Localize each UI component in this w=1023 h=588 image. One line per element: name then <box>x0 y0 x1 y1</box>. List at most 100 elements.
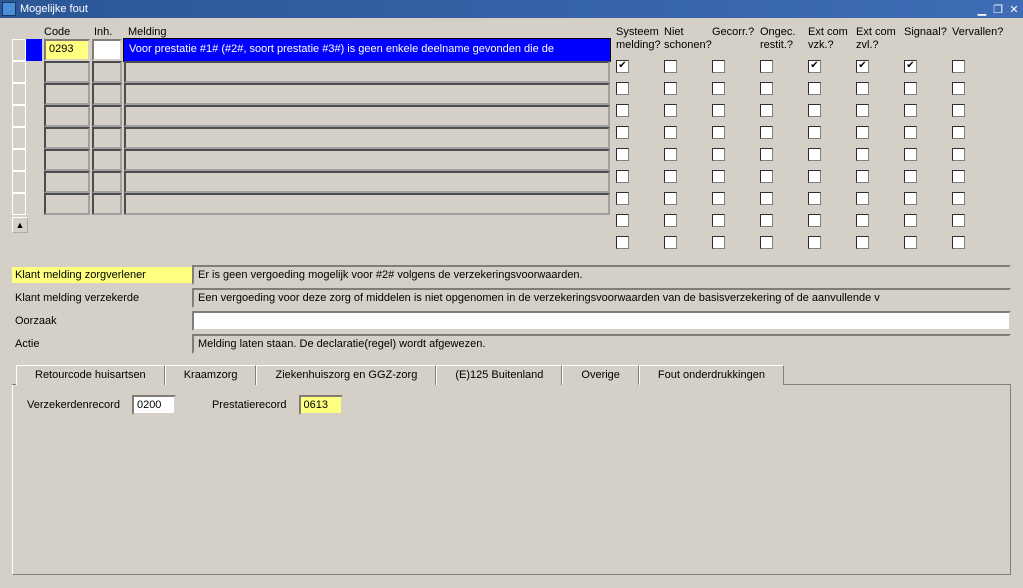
cell-melding[interactable]: Voor prestatie #1# (#2#, soort prestatie… <box>124 39 610 61</box>
table-row[interactable] <box>12 149 612 171</box>
close-icon[interactable]: ✕ <box>1007 2 1021 16</box>
tab-retourcode-huisartsen[interactable]: Retourcode huisartsen <box>16 365 165 385</box>
cell-code[interactable] <box>44 149 90 171</box>
cell-code[interactable] <box>44 171 90 193</box>
cell-inh[interactable] <box>92 171 122 193</box>
flag-checkbox[interactable] <box>664 126 677 139</box>
table-row[interactable]: 0293 Voor prestatie #1# (#2#, soort prest… <box>12 39 612 61</box>
minimize-icon[interactable]: ▁ <box>975 2 989 16</box>
cell-melding[interactable] <box>124 171 610 193</box>
table-row[interactable] <box>12 127 612 149</box>
table-row[interactable] <box>12 193 612 215</box>
flag-checkbox[interactable] <box>904 236 917 249</box>
table-row[interactable] <box>12 171 612 193</box>
flag-checkbox[interactable] <box>760 214 773 227</box>
row-handle[interactable] <box>12 105 26 127</box>
row-handle[interactable] <box>12 61 26 83</box>
flag-checkbox[interactable] <box>808 236 821 249</box>
row-handle[interactable] <box>12 83 26 105</box>
flag-checkbox[interactable] <box>904 214 917 227</box>
cell-code[interactable] <box>44 61 90 83</box>
field-oorzaak[interactable] <box>192 311 1011 331</box>
flag-checkbox[interactable] <box>760 104 773 117</box>
flag-checkbox[interactable] <box>664 236 677 249</box>
flag-checkbox[interactable] <box>760 82 773 95</box>
cell-code[interactable] <box>44 193 90 215</box>
flag-checkbox[interactable] <box>904 192 917 205</box>
cell-melding[interactable] <box>124 127 610 149</box>
flag-checkbox[interactable] <box>664 82 677 95</box>
flag-checkbox[interactable] <box>760 148 773 161</box>
flag-checkbox[interactable] <box>760 192 773 205</box>
flag-checkbox[interactable] <box>712 236 725 249</box>
flag-checkbox[interactable] <box>616 126 629 139</box>
tab-overige[interactable]: Overige <box>562 365 639 385</box>
cell-melding[interactable] <box>124 149 610 171</box>
flag-checkbox[interactable] <box>952 214 965 227</box>
restore-icon[interactable]: ❐ <box>991 2 1005 16</box>
flag-checkbox[interactable] <box>712 192 725 205</box>
cell-inh[interactable] <box>92 61 122 83</box>
flag-checkbox[interactable] <box>856 170 869 183</box>
flag-checkbox[interactable] <box>760 170 773 183</box>
flag-checkbox[interactable] <box>856 126 869 139</box>
row-handle[interactable] <box>12 39 26 61</box>
flag-checkbox[interactable] <box>952 60 965 73</box>
flag-checkbox[interactable] <box>712 170 725 183</box>
cell-code[interactable] <box>44 127 90 149</box>
flag-checkbox[interactable] <box>808 170 821 183</box>
flag-checkbox[interactable] <box>856 82 869 95</box>
flag-checkbox[interactable] <box>760 236 773 249</box>
field-klant-zorgverlener[interactable]: Er is geen vergoeding mogelijk voor #2# … <box>192 265 1011 285</box>
row-handle[interactable] <box>12 193 26 215</box>
tab-fout-onderdrukkingen[interactable]: Fout onderdrukkingen <box>639 365 784 385</box>
flag-checkbox[interactable] <box>760 126 773 139</box>
flag-checkbox[interactable] <box>952 148 965 161</box>
flag-checkbox[interactable] <box>856 148 869 161</box>
flag-checkbox[interactable] <box>664 170 677 183</box>
flag-checkbox[interactable] <box>712 214 725 227</box>
flag-checkbox[interactable] <box>664 148 677 161</box>
flag-checkbox[interactable] <box>952 170 965 183</box>
grid-scroll-up[interactable]: ▲ <box>12 217 28 233</box>
table-row[interactable] <box>12 61 612 83</box>
flag-checkbox[interactable] <box>856 214 869 227</box>
flag-checkbox[interactable] <box>808 192 821 205</box>
flag-checkbox[interactable] <box>856 60 869 73</box>
flag-checkbox[interactable] <box>664 104 677 117</box>
flag-checkbox[interactable] <box>808 104 821 117</box>
flag-checkbox[interactable] <box>712 82 725 95</box>
tab-ziekenhuiszorg-en-ggz-zorg[interactable]: Ziekenhuiszorg en GGZ-zorg <box>256 365 436 385</box>
cell-inh[interactable] <box>92 83 122 105</box>
flag-checkbox[interactable] <box>904 126 917 139</box>
flag-checkbox[interactable] <box>712 104 725 117</box>
cell-melding[interactable] <box>124 61 610 83</box>
flag-checkbox[interactable] <box>952 192 965 205</box>
flag-checkbox[interactable] <box>808 148 821 161</box>
flag-checkbox[interactable] <box>664 192 677 205</box>
field-klant-verzekerde[interactable]: Een vergoeding voor deze zorg of middele… <box>192 288 1011 308</box>
flag-checkbox[interactable] <box>616 82 629 95</box>
cell-code[interactable] <box>44 83 90 105</box>
flag-checkbox[interactable] <box>856 104 869 117</box>
table-row[interactable] <box>12 105 612 127</box>
cell-melding[interactable] <box>124 83 610 105</box>
flag-checkbox[interactable] <box>856 192 869 205</box>
flag-checkbox[interactable] <box>616 148 629 161</box>
flag-checkbox[interactable] <box>952 104 965 117</box>
cell-code[interactable]: 0293 <box>44 39 90 61</box>
row-handle[interactable] <box>12 171 26 193</box>
flag-checkbox[interactable] <box>952 126 965 139</box>
flag-checkbox[interactable] <box>616 192 629 205</box>
cell-inh[interactable] <box>92 39 122 61</box>
cell-inh[interactable] <box>92 127 122 149</box>
flag-checkbox[interactable] <box>904 60 917 73</box>
field-prestatierecord[interactable]: 0613 <box>299 395 343 415</box>
cell-inh[interactable] <box>92 149 122 171</box>
flag-checkbox[interactable] <box>760 60 773 73</box>
flag-checkbox[interactable] <box>904 82 917 95</box>
flag-checkbox[interactable] <box>808 126 821 139</box>
row-handle[interactable] <box>12 149 26 171</box>
flag-checkbox[interactable] <box>952 82 965 95</box>
flag-checkbox[interactable] <box>808 214 821 227</box>
